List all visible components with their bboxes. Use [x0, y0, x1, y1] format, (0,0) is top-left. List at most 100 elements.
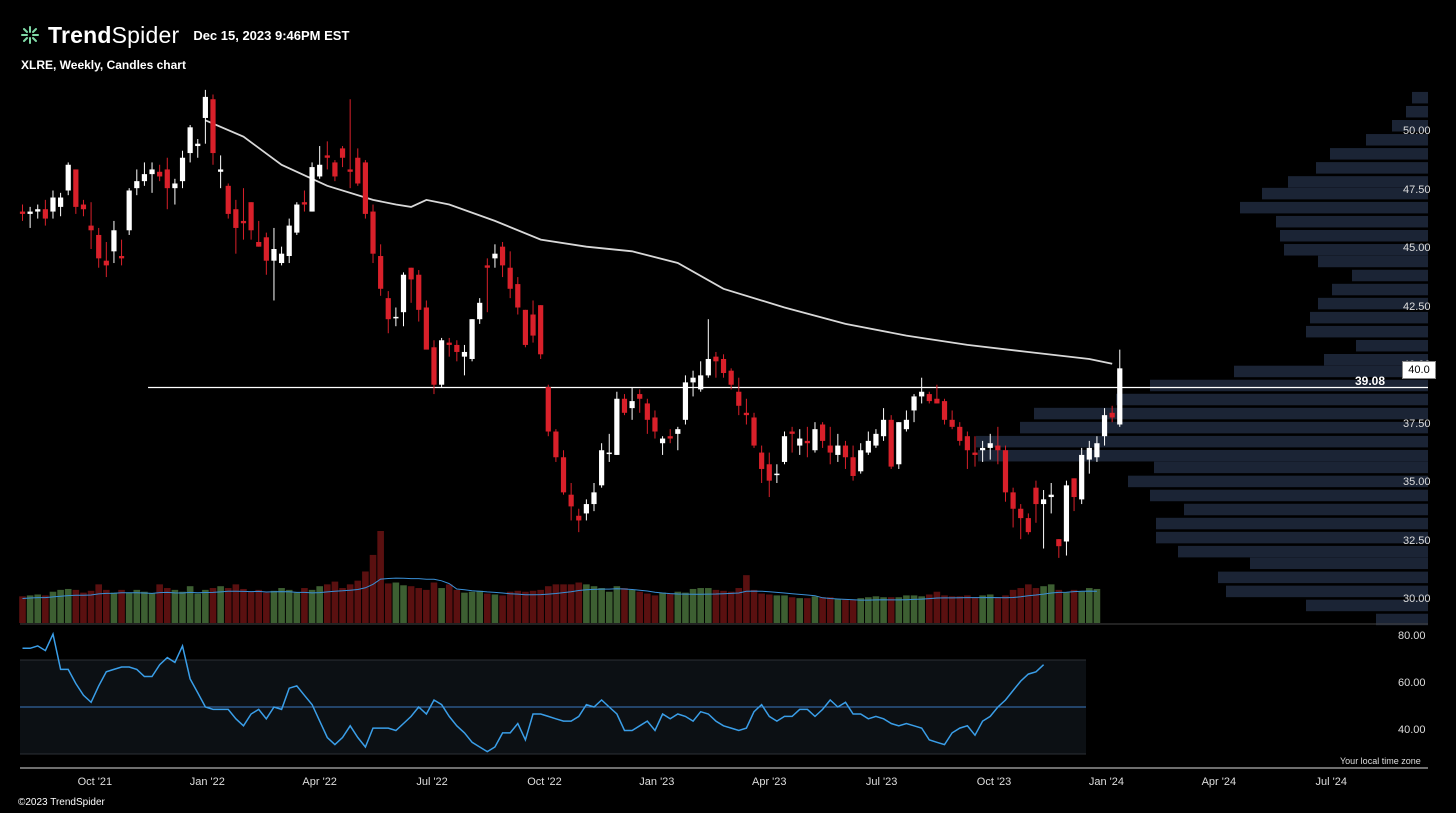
- price-tick-label: 37.50: [1403, 417, 1431, 430]
- volume-profile-bin: [1150, 379, 1428, 392]
- volume-bar: [148, 593, 156, 623]
- candle: [995, 426, 1001, 465]
- candle-body: [637, 394, 643, 399]
- candle-body: [995, 445, 1001, 451]
- moving-average-line: [205, 119, 1113, 365]
- time-tick-label: Jul '23: [865, 776, 898, 788]
- candle-body: [248, 202, 254, 231]
- time-tick-label: Jul '22: [416, 776, 448, 788]
- candle: [743, 398, 749, 425]
- volume-bar: [765, 594, 773, 623]
- candle-body: [606, 452, 612, 455]
- volume-bar: [781, 595, 788, 623]
- candle-body: [1063, 485, 1070, 542]
- volume-bar: [232, 584, 240, 623]
- volume-bar: [362, 571, 369, 623]
- volume-profile-bin: [1218, 571, 1428, 584]
- volume-bar: [72, 589, 80, 623]
- candle: [263, 232, 269, 275]
- candle-body: [675, 429, 681, 434]
- candle: [218, 155, 224, 189]
- volume-bar: [895, 597, 903, 623]
- candle-body: [743, 412, 749, 416]
- volume-bar: [133, 589, 141, 623]
- candle-body: [621, 398, 628, 413]
- candle: [713, 351, 719, 378]
- candle-body: [736, 391, 742, 406]
- candle-body: [408, 267, 414, 280]
- candle: [164, 157, 170, 210]
- candle-body: [1079, 454, 1085, 500]
- candle-body: [286, 225, 292, 257]
- candle-body: [324, 155, 330, 158]
- volume-bar: [819, 597, 826, 623]
- candle-body: [957, 426, 963, 441]
- volume-bar: [666, 593, 674, 623]
- candle: [1010, 487, 1016, 528]
- volume-bar: [49, 591, 57, 623]
- trendspider-logo-icon: [21, 26, 39, 44]
- volume-profile-bin: [1318, 297, 1428, 310]
- volume-bar: [110, 592, 118, 623]
- candle-body: [599, 450, 605, 486]
- candle-body: [484, 265, 490, 268]
- candle-body: [667, 436, 673, 439]
- candle: [545, 384, 551, 437]
- volume-bar: [64, 588, 72, 623]
- volume-bar: [910, 595, 918, 623]
- volume-bar: [857, 598, 864, 623]
- candle: [804, 426, 810, 458]
- candle-body: [812, 429, 818, 451]
- candle-body: [865, 440, 871, 453]
- candle-body: [416, 274, 422, 310]
- candle: [903, 410, 910, 432]
- volume-bar: [499, 595, 506, 623]
- candle-body: [439, 340, 445, 385]
- candle: [58, 192, 64, 217]
- candle: [35, 204, 41, 219]
- candle-body: [1056, 539, 1062, 547]
- candle-body: [781, 436, 788, 462]
- volume-bar: [1040, 586, 1047, 623]
- volume-bar: [384, 583, 392, 623]
- candle-body: [492, 253, 498, 259]
- volume-bar: [880, 597, 887, 623]
- candle: [835, 433, 841, 462]
- candle-body: [461, 351, 468, 357]
- candle: [317, 146, 323, 179]
- volume-bar: [941, 595, 948, 623]
- volume-bar: [796, 598, 804, 623]
- candle-body: [888, 419, 894, 467]
- candle: [583, 499, 589, 521]
- candle: [149, 162, 155, 193]
- candle: [240, 188, 247, 240]
- volume-bar: [103, 589, 110, 623]
- candle-body: [515, 284, 521, 308]
- candle: [469, 319, 475, 362]
- candle-body: [118, 256, 125, 259]
- volume-profile-bin: [1392, 120, 1428, 132]
- candle-body: [172, 183, 178, 189]
- time-tick-label: Oct '21: [77, 776, 113, 788]
- candle: [576, 508, 582, 533]
- candle: [842, 440, 849, 469]
- volume-bar: [697, 588, 704, 623]
- candle: [408, 267, 414, 303]
- volume-bar: [285, 589, 293, 623]
- volume-bar: [484, 593, 491, 623]
- volume-profile-bin: [1376, 613, 1428, 626]
- candle: [736, 377, 742, 416]
- candle: [88, 202, 94, 249]
- candle: [370, 204, 376, 264]
- volume-bar: [522, 591, 529, 623]
- candle-body: [149, 169, 155, 175]
- volume-bar: [80, 592, 87, 623]
- candle: [659, 436, 666, 455]
- volume-bar: [605, 591, 613, 623]
- candle-body: [820, 424, 826, 441]
- volume-profile-bin: [1128, 475, 1428, 488]
- candle: [294, 202, 300, 235]
- candle: [233, 199, 239, 254]
- candle-body: [614, 398, 620, 455]
